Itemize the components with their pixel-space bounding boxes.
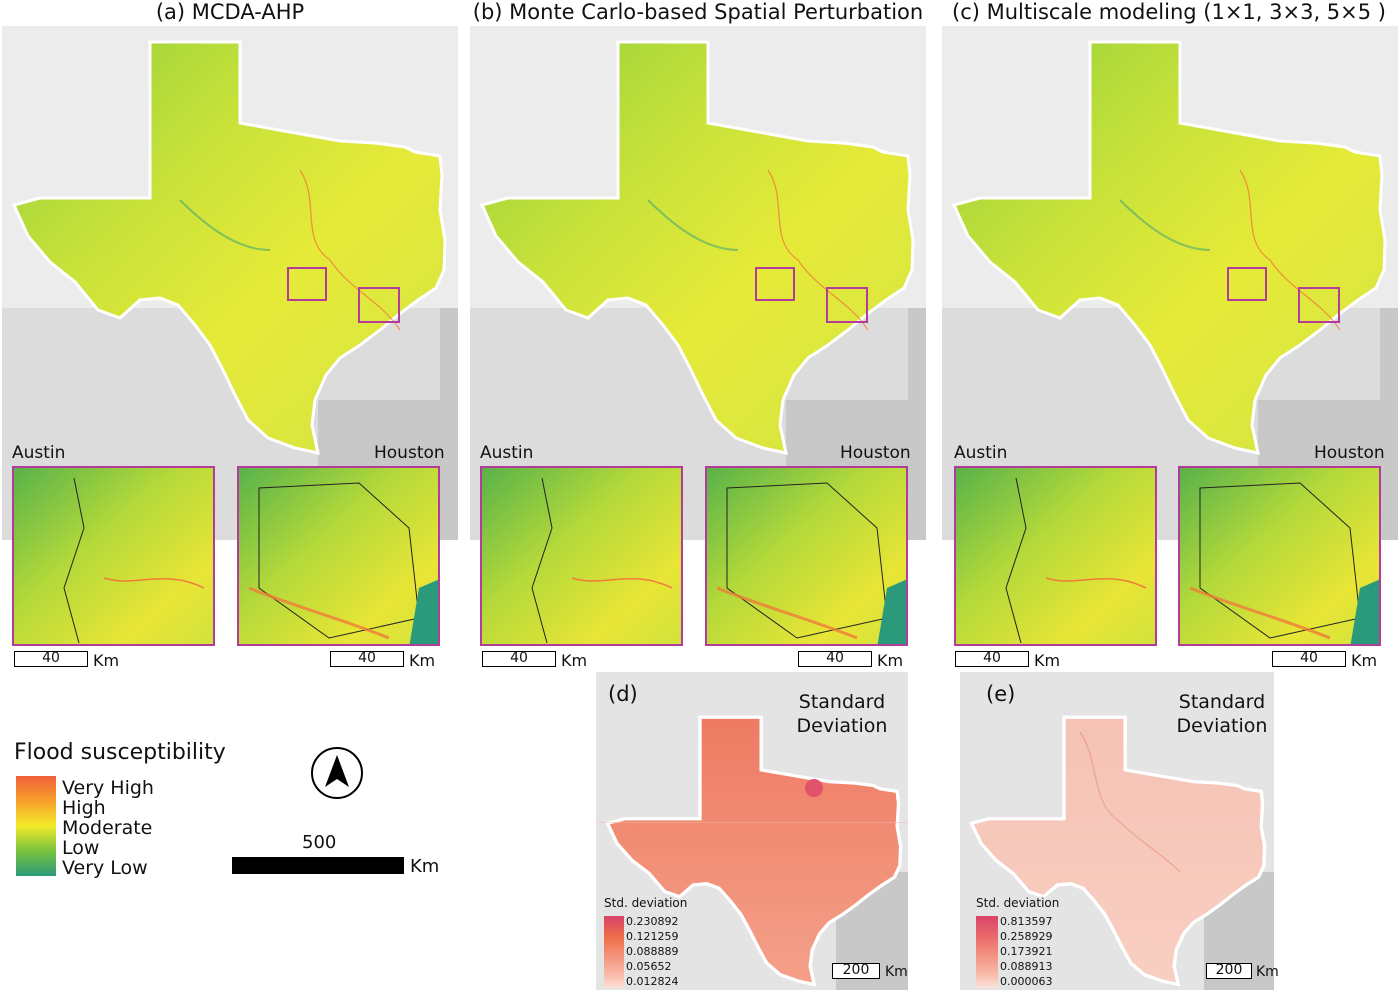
scalebar-unit: Km bbox=[93, 651, 120, 670]
sd-title-line2: Deviation bbox=[1176, 715, 1268, 737]
legend-item-low: Low bbox=[62, 837, 100, 859]
scalebar-austin: 40 bbox=[482, 651, 556, 667]
scalebar-value: 40 bbox=[510, 650, 528, 666]
panel-title: (a) MCDA-AHP bbox=[155, 0, 305, 24]
panel-label: (d) bbox=[608, 682, 638, 706]
scalebar-unit: Km bbox=[561, 651, 588, 670]
sd-legend-ramp bbox=[604, 916, 624, 988]
legend-title: Flood susceptibility bbox=[14, 740, 226, 765]
panel-b: (b) Monte Carlo-based Spatial Perturbati… bbox=[468, 0, 928, 670]
panel-d: (d) Standard Deviation Std. deviation 0.… bbox=[596, 672, 908, 990]
scalebar-value: 40 bbox=[1300, 650, 1318, 666]
scalebar-unit: Km bbox=[409, 651, 436, 670]
sd-scalebar-value: 200 bbox=[1215, 962, 1243, 978]
austin-inset-map bbox=[480, 466, 683, 646]
flood-susceptibility-legend: Flood susceptibility Very High High Mode… bbox=[14, 740, 234, 880]
sd-title-line2: Deviation bbox=[796, 715, 888, 737]
scalebar-value: 40 bbox=[983, 650, 1001, 666]
sd-legend-value: 0.258929 bbox=[1000, 930, 1053, 943]
panel-c: (c) Multiscale modeling (1×1, 3×3, 5×5 )… bbox=[940, 0, 1400, 670]
austin-label: Austin bbox=[480, 443, 534, 463]
austin-inset-map bbox=[12, 466, 215, 646]
sd-legend-value: 0.088913 bbox=[1000, 960, 1053, 973]
scalebar-austin: 40 bbox=[14, 651, 88, 667]
houston-label: Houston bbox=[840, 443, 911, 463]
sd-legend-value: 0.121259 bbox=[626, 930, 679, 943]
legend-item-very-low: Very Low bbox=[62, 857, 148, 879]
sd-title-line1: Standard bbox=[1178, 691, 1266, 713]
houston-label: Houston bbox=[374, 443, 445, 463]
sd-legend-value: 0.813597 bbox=[1000, 915, 1053, 928]
scalebar-austin: 40 bbox=[955, 651, 1029, 667]
legend-item-high: High bbox=[62, 797, 106, 819]
scalebar-unit: Km bbox=[877, 651, 904, 670]
panel-title: (c) Multiscale modeling (1×1, 3×3, 5×5 ) bbox=[952, 0, 1386, 24]
panel-a: (a) MCDA-AHP Austin Houston 40 Km 40 Km bbox=[0, 0, 460, 670]
sd-title: Standard Deviation bbox=[792, 690, 892, 738]
scalebar-value: 40 bbox=[358, 650, 376, 666]
panel-title: (b) Monte Carlo-based Spatial Perturbati… bbox=[472, 0, 924, 24]
legend-color-ramp bbox=[16, 776, 56, 876]
sd-legend-title: Std. deviation bbox=[604, 896, 688, 910]
scalebar-houston: 40 bbox=[1272, 651, 1346, 667]
scalebar-houston: 40 bbox=[798, 651, 872, 667]
scalebar-value: 40 bbox=[42, 650, 60, 666]
scalebar-unit: Km bbox=[1034, 651, 1061, 670]
legend-item-very-high: Very High bbox=[62, 777, 154, 799]
panel-label: (e) bbox=[986, 682, 1016, 706]
sd-legend-value: 0.05652 bbox=[626, 960, 672, 973]
legend-item-moderate: Moderate bbox=[62, 817, 153, 839]
scalebar-main bbox=[232, 857, 404, 874]
houston-inset-map bbox=[237, 466, 440, 646]
texas-susceptibility-map bbox=[942, 26, 1398, 540]
scalebar-unit: Km bbox=[1351, 651, 1378, 670]
sd-scalebar: 200 bbox=[1206, 963, 1252, 979]
texas-susceptibility-map bbox=[470, 26, 926, 540]
houston-label: Houston bbox=[1314, 443, 1385, 463]
sd-scalebar: 200 bbox=[832, 963, 880, 979]
austin-inset-map bbox=[954, 466, 1157, 646]
sd-legend-value: 0.173921 bbox=[1000, 945, 1053, 958]
sd-legend-ramp bbox=[976, 916, 998, 988]
sd-title: Standard Deviation bbox=[1172, 690, 1272, 738]
scalebar-main-unit: Km bbox=[410, 856, 440, 877]
sd-legend-value: 0.230892 bbox=[626, 915, 679, 928]
scalebar-value: 40 bbox=[826, 650, 844, 666]
austin-label: Austin bbox=[12, 443, 66, 463]
sd-legend-title: Std. deviation bbox=[976, 896, 1060, 910]
sd-scalebar-unit: Km bbox=[1256, 964, 1279, 980]
austin-label: Austin bbox=[954, 443, 1008, 463]
scalebar-main-value: 500 bbox=[302, 832, 337, 853]
sd-legend-value: 0.000063 bbox=[1000, 975, 1053, 988]
sd-legend-value: 0.088889 bbox=[626, 945, 679, 958]
sd-scalebar-unit: Km bbox=[885, 964, 908, 980]
houston-inset-map bbox=[705, 466, 908, 646]
north-arrow-icon bbox=[311, 747, 363, 799]
houston-inset-map bbox=[1178, 466, 1381, 646]
panel-e: (e) Standard Deviation Std. deviation 0.… bbox=[960, 672, 1279, 990]
sd-scalebar-value: 200 bbox=[842, 962, 870, 978]
sd-legend-value: 0.012824 bbox=[626, 975, 679, 988]
sd-title-line1: Standard bbox=[798, 691, 886, 713]
scalebar-houston: 40 bbox=[330, 651, 404, 667]
